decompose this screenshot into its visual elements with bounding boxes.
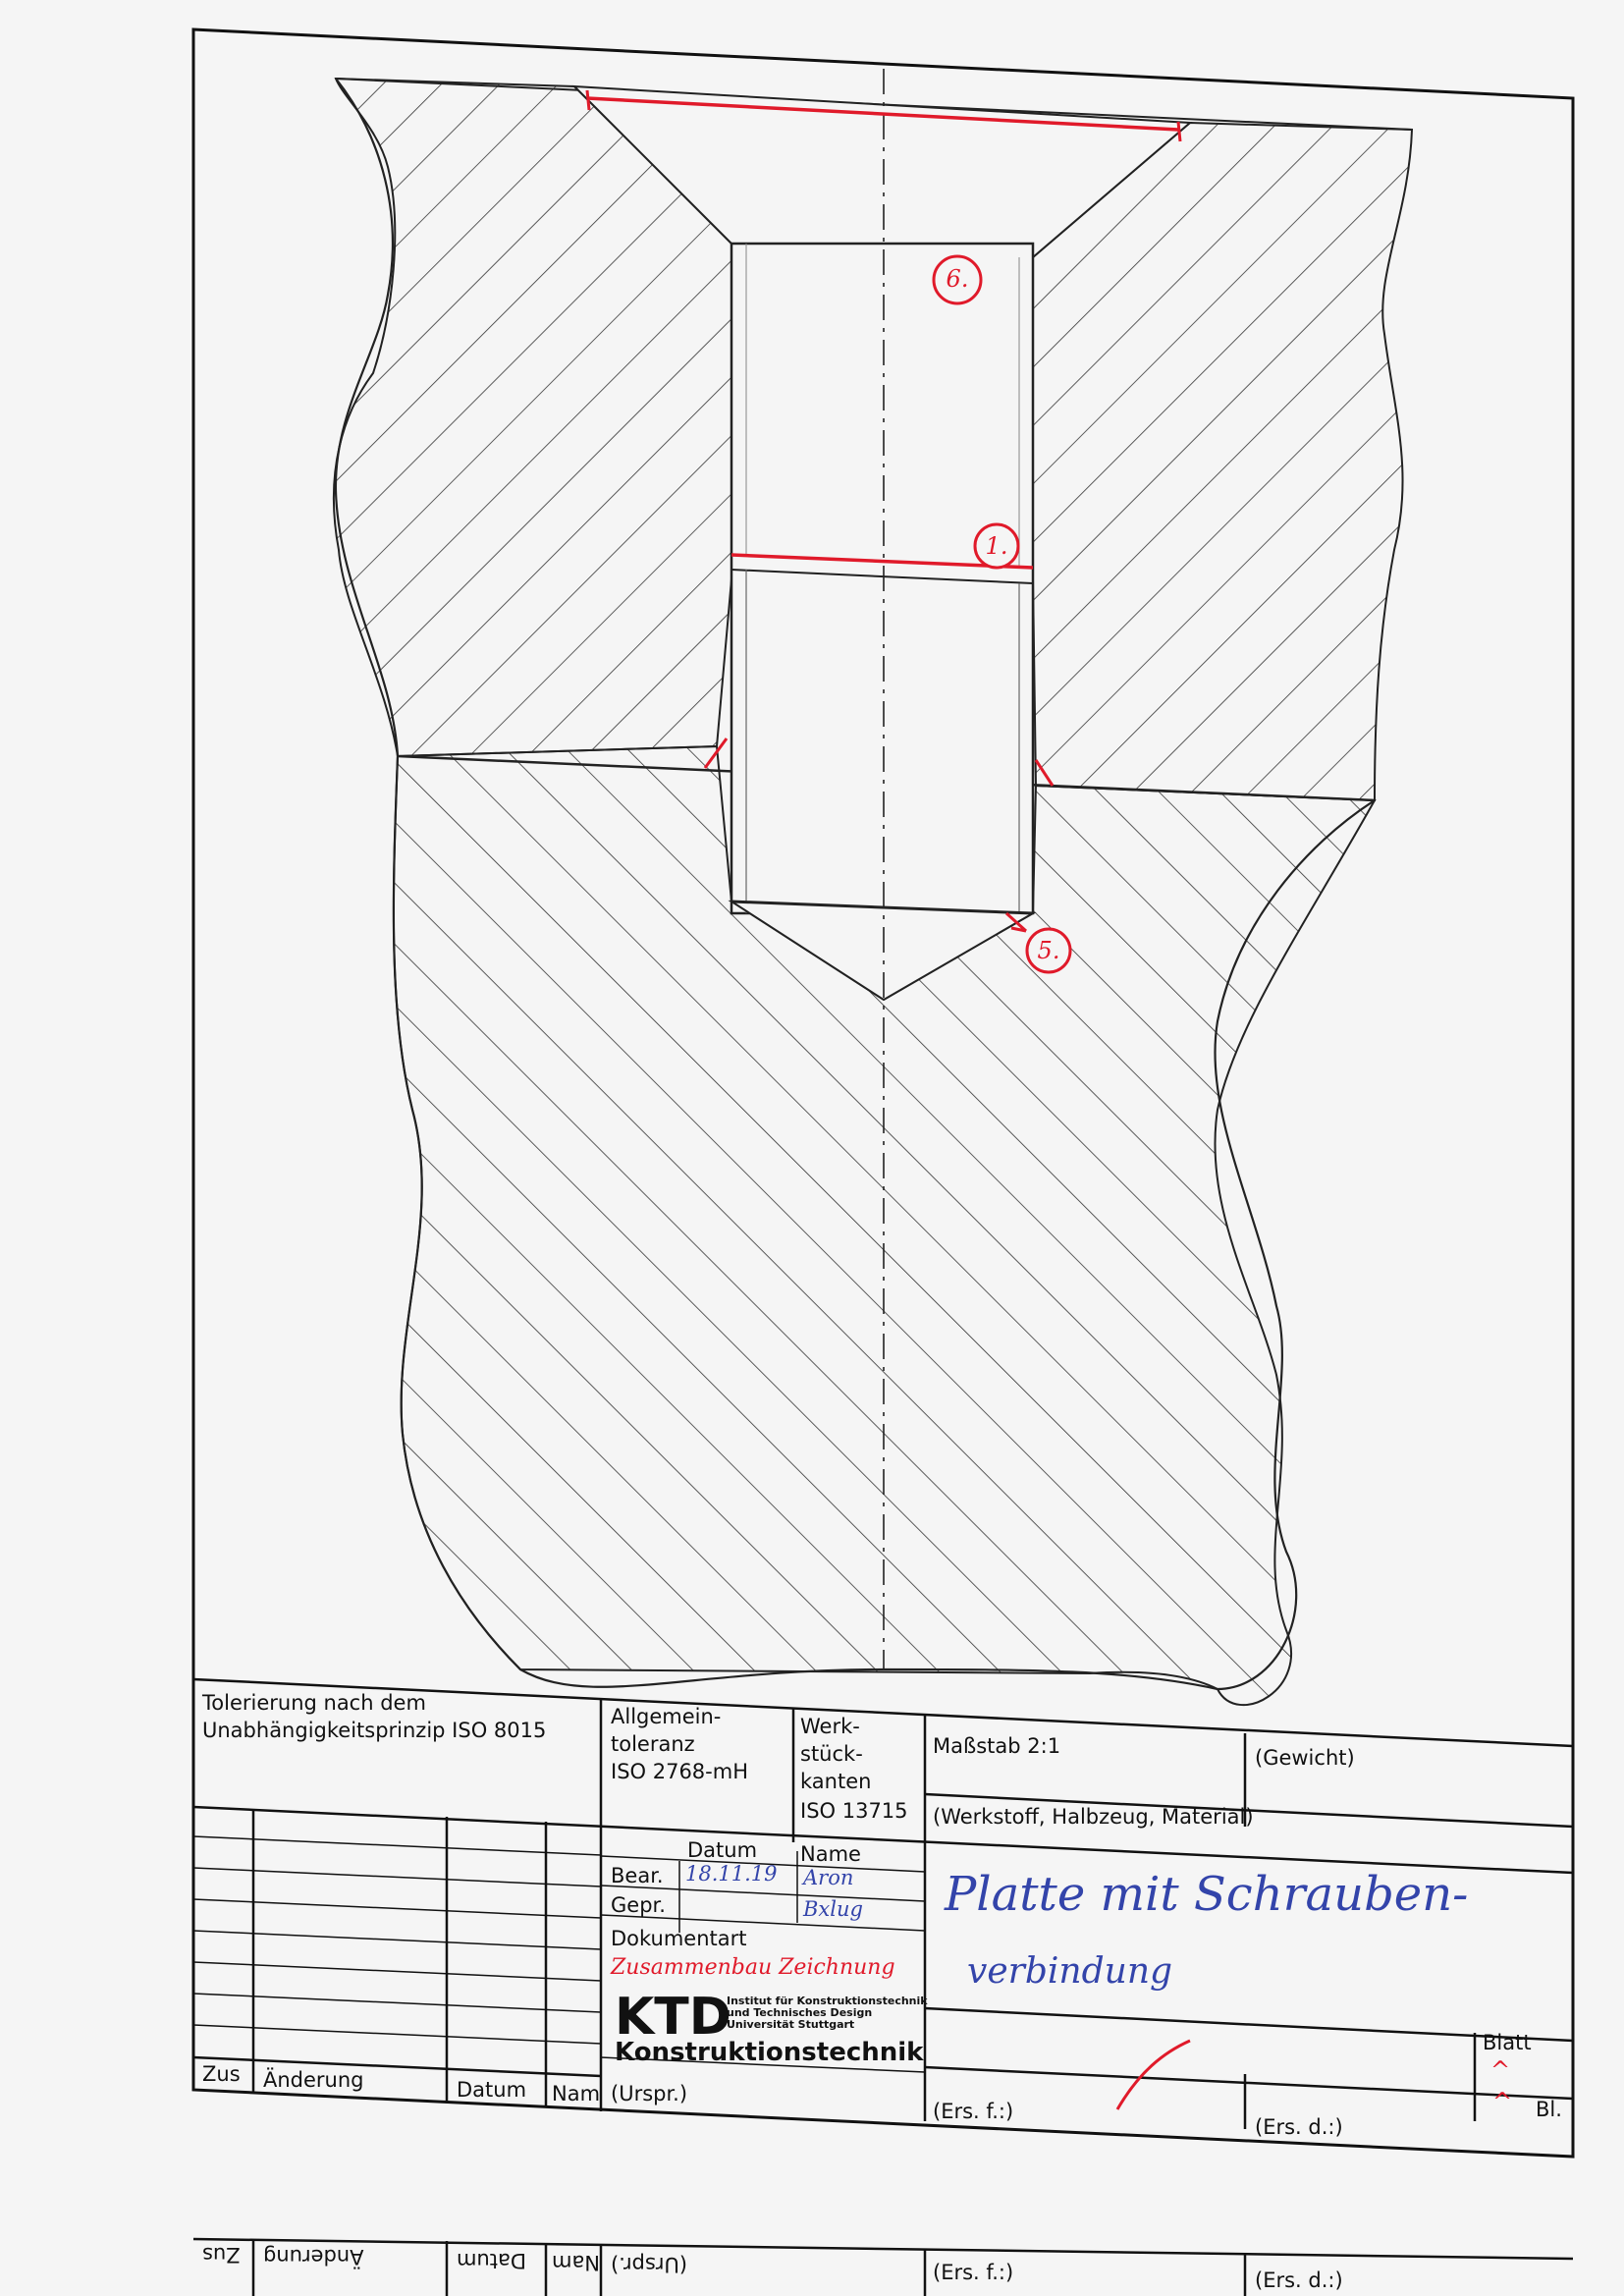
bottom-mirror-grid — [192, 2237, 1574, 2296]
upper-plate-section — [332, 77, 732, 758]
bl-label: Bl. — [1536, 2098, 1562, 2121]
scale-label: Maßstab 2:1 — [933, 1734, 1061, 1758]
callout-label-1: 1. — [985, 532, 1008, 560]
institute-name: Konstruktionstechnik — [615, 2038, 924, 2067]
institute-line1: Institut für Konstruktionstechnik — [727, 1995, 928, 2007]
ers-d-label: (Ers. d.:) — [1255, 2115, 1343, 2139]
bear-label: Bear. — [611, 1864, 664, 1887]
title-block-grid — [192, 1677, 1574, 2129]
bear-name: Aron — [803, 1866, 854, 1889]
red-markup-shank — [731, 553, 1034, 570]
upper-plate-section-right — [1032, 121, 1414, 802]
rev-col-zus: Zus — [202, 2062, 241, 2086]
screw-shank — [730, 242, 1035, 915]
workpiece-edges-line4: ISO 13715 — [800, 1799, 908, 1823]
material-label: (Werkstoff, Halbzeug, Material) — [933, 1805, 1254, 1829]
mirror-aenderung: Änderung — [263, 2245, 364, 2269]
workpiece-edges-line3: kanten — [800, 1770, 872, 1793]
general-tolerance-line2: toleranz — [611, 1732, 695, 1756]
callout-label-5: 5. — [1037, 937, 1060, 964]
urspr-label: (Urspr.) — [611, 2082, 688, 2105]
blatt-label: Blatt — [1483, 2031, 1532, 2054]
callout-label-6: 6. — [946, 265, 969, 293]
revision-rows — [192, 1835, 926, 2073]
red-check-mark — [1115, 2039, 1191, 2110]
weight-label: (Gewicht) — [1255, 1746, 1355, 1770]
rev-col-datum: Datum — [457, 2078, 527, 2102]
svg-text:KTD: KTD — [615, 1988, 731, 2047]
ers-f-label: (Ers. f.:) — [933, 2100, 1014, 2123]
institute-line3: Universität Stuttgart — [727, 2018, 855, 2031]
callout-balloon-1 — [973, 522, 1020, 570]
mirror-ers-f: (Ers. f.:) — [933, 2261, 1014, 2284]
name-header: Name — [800, 1842, 861, 1866]
datum-header: Datum — [687, 1838, 758, 1862]
bl-value: ^ — [1492, 2088, 1513, 2115]
rev-col-nam: Nam — [552, 2082, 601, 2105]
bear-date: 18.11.19 — [685, 1862, 778, 1886]
workpiece-edges-line2: stück- — [800, 1742, 863, 1766]
mirror-datum: Datum — [457, 2249, 527, 2272]
gepr-label: Gepr. — [611, 1893, 666, 1917]
mirror-zus: Zus — [202, 2243, 241, 2267]
doc-type-label: Dokumentart — [611, 1927, 747, 1950]
tolerance-note-line1: Tolerierung nach dem — [202, 1691, 426, 1715]
workpiece-edges-line1: Werk- — [800, 1715, 860, 1738]
rev-col-aenderung: Änderung — [263, 2068, 364, 2092]
callout-balloon-5 — [1025, 927, 1072, 974]
tolerance-note-line2: Unabhängigkeitsprinzip ISO 8015 — [202, 1719, 547, 1742]
callout-balloon-6 — [932, 254, 983, 305]
drawing-title-line1: Platte mit Schrauben- — [945, 1867, 1469, 1922]
drawing-title-line2: verbindung — [967, 1951, 1173, 1992]
ktd-logo: KTD — [614, 1988, 731, 2047]
red-markup-top — [586, 96, 1179, 132]
institute-line2: und Technisches Design — [727, 2006, 873, 2019]
general-tolerance-line3: ISO 2768-mH — [611, 1760, 748, 1783]
gepr-name: Bxlug — [803, 1897, 863, 1921]
doc-type-value: Zusammenbau Zeichnung — [611, 1955, 895, 1980]
general-tolerance-line1: Allgemein- — [611, 1705, 722, 1728]
blatt-value: ^ — [1490, 2056, 1511, 2084]
sheet-border — [191, 27, 1575, 2159]
mirror-urspr: (Urspr.) — [611, 2253, 688, 2276]
mirror-nam: Nam — [552, 2251, 601, 2274]
mirror-ers-d: (Ers. d.:) — [1255, 2269, 1343, 2292]
